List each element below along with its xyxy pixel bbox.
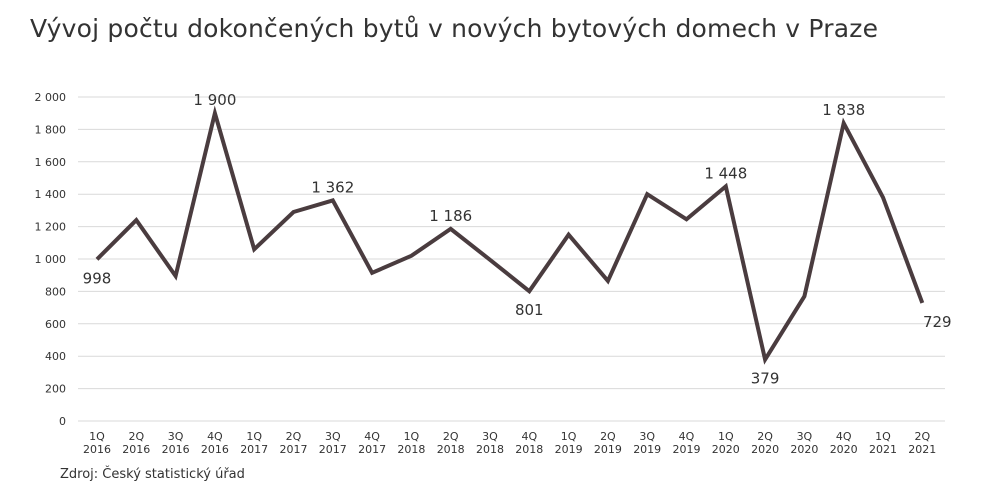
x-tick-quarter: 3Q bbox=[482, 430, 498, 443]
x-tick-year: 2018 bbox=[476, 443, 504, 456]
x-tick-year: 2020 bbox=[790, 443, 818, 456]
x-tick-quarter: 4Q bbox=[836, 430, 852, 443]
x-tick-year: 2020 bbox=[712, 443, 740, 456]
y-tick-label: 1 600 bbox=[35, 156, 67, 169]
x-tick-quarter: 1Q bbox=[404, 430, 420, 443]
y-tick-label: 0 bbox=[59, 415, 66, 428]
x-tick-quarter: 2Q bbox=[757, 430, 773, 443]
x-tick-quarter: 2Q bbox=[128, 430, 144, 443]
data-label: 379 bbox=[751, 370, 780, 388]
x-tick-year: 2019 bbox=[594, 443, 622, 456]
x-tick-year: 2017 bbox=[280, 443, 308, 456]
x-tick-quarter: 1Q bbox=[875, 430, 891, 443]
data-labels: 998 1 900 1 362 1 186 801 1 448 379 1 838 729 bbox=[83, 91, 952, 387]
x-tick-year: 2020 bbox=[751, 443, 779, 456]
x-tick-year: 2019 bbox=[673, 443, 701, 456]
data-label: 729 bbox=[923, 313, 952, 331]
x-tick-year: 2017 bbox=[240, 443, 268, 456]
x-tick-year: 2017 bbox=[319, 443, 347, 456]
series-line bbox=[95, 105, 925, 365]
y-tick-label: 1 800 bbox=[35, 123, 67, 136]
x-tick-year: 2016 bbox=[122, 443, 150, 456]
data-label: 998 bbox=[83, 269, 112, 287]
grid-lines bbox=[78, 96, 945, 422]
x-tick-quarter: 3Q bbox=[325, 430, 341, 443]
y-axis: 0 200 400 600 800 1 000 1 200 1 400 1 600 1 800 2 … bbox=[35, 91, 67, 428]
x-tick-quarter: 2Q bbox=[914, 430, 930, 443]
y-tick-label: 1 000 bbox=[35, 253, 67, 266]
x-axis: 1Q20162Q20163Q20164Q20161Q20172Q20173Q20… bbox=[83, 430, 936, 456]
x-tick-year: 2017 bbox=[358, 443, 386, 456]
y-tick-label: 600 bbox=[45, 318, 66, 331]
x-tick-year: 2016 bbox=[83, 443, 111, 456]
x-tick-year: 2016 bbox=[162, 443, 190, 456]
x-tick-year: 2019 bbox=[633, 443, 661, 456]
x-tick-quarter: 2Q bbox=[286, 430, 302, 443]
x-tick-quarter: 3Q bbox=[168, 430, 184, 443]
x-tick-quarter: 4Q bbox=[679, 430, 695, 443]
y-tick-label: 1 200 bbox=[35, 221, 67, 234]
y-tick-label: 1 400 bbox=[35, 188, 67, 201]
x-tick-quarter: 1Q bbox=[246, 430, 262, 443]
x-tick-year: 2021 bbox=[908, 443, 936, 456]
x-tick-year: 2018 bbox=[397, 443, 425, 456]
x-tick-quarter: 1Q bbox=[561, 430, 577, 443]
x-tick-quarter: 2Q bbox=[443, 430, 459, 443]
x-tick-year: 2016 bbox=[201, 443, 229, 456]
data-label: 1 838 bbox=[822, 101, 865, 119]
x-tick-quarter: 4Q bbox=[521, 430, 537, 443]
y-tick-label: 800 bbox=[45, 285, 66, 298]
x-tick-year: 2021 bbox=[869, 443, 897, 456]
x-tick-year: 2018 bbox=[437, 443, 465, 456]
x-tick-year: 2018 bbox=[515, 443, 543, 456]
chart-title: Vývoj počtu dokončených bytů v nových by… bbox=[30, 14, 879, 43]
x-tick-quarter: 4Q bbox=[207, 430, 223, 443]
data-label: 1 186 bbox=[429, 207, 472, 225]
x-tick-quarter: 3Q bbox=[797, 430, 813, 443]
x-tick-quarter: 4Q bbox=[364, 430, 380, 443]
data-label: 1 362 bbox=[311, 178, 354, 196]
y-tick-label: 2 000 bbox=[35, 91, 67, 104]
source-note: Zdroj: Český statistický úřad bbox=[60, 467, 245, 482]
x-tick-quarter: 1Q bbox=[89, 430, 105, 443]
x-tick-quarter: 3Q bbox=[639, 430, 655, 443]
data-label: 801 bbox=[515, 301, 544, 319]
data-label: 1 900 bbox=[193, 91, 236, 109]
x-tick-quarter: 1Q bbox=[718, 430, 734, 443]
x-tick-year: 2020 bbox=[830, 443, 858, 456]
x-tick-year: 2019 bbox=[555, 443, 583, 456]
x-tick-quarter: 2Q bbox=[600, 430, 616, 443]
data-label: 1 448 bbox=[704, 164, 747, 182]
y-tick-label: 200 bbox=[45, 383, 66, 396]
y-tick-label: 400 bbox=[45, 350, 66, 363]
